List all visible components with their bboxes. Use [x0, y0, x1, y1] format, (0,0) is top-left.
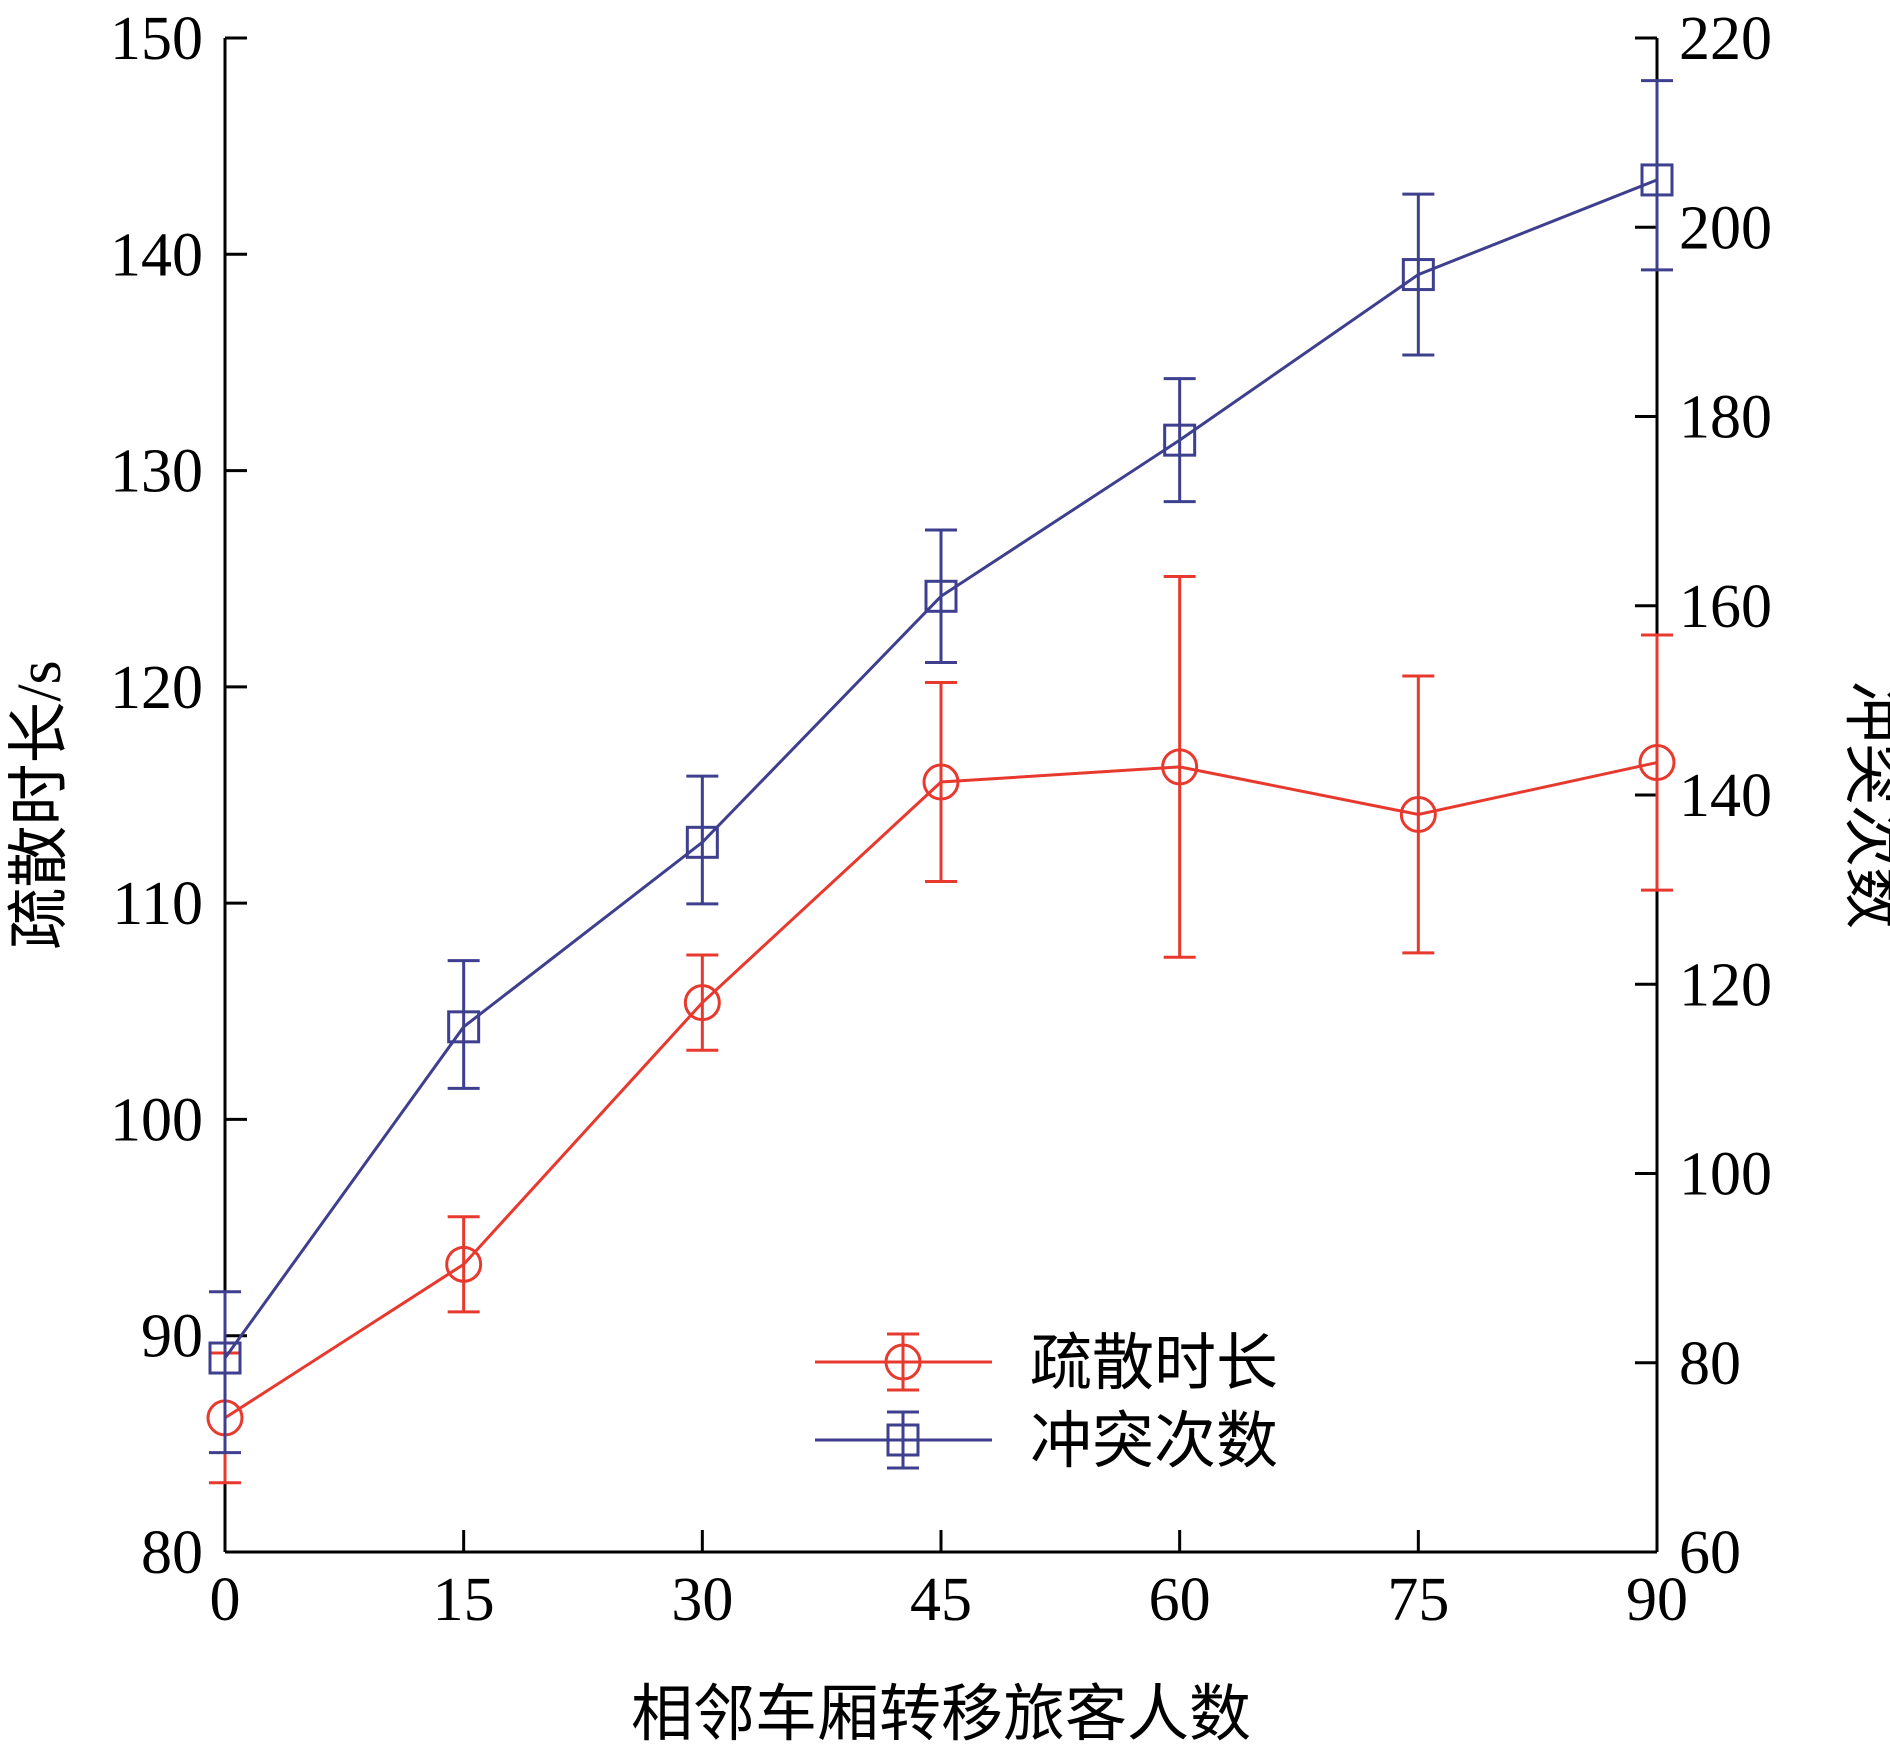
data-point: [1399, 795, 1437, 833]
data-point: [1163, 423, 1197, 457]
y-left-tick-label: 120: [110, 654, 203, 722]
y-right-tick-label: 220: [1679, 5, 1772, 73]
y-left-tick-label: 90: [141, 1303, 203, 1371]
data-point: [1401, 258, 1435, 292]
data-point: [683, 984, 721, 1022]
y-left-tick-label: 140: [110, 221, 203, 289]
y-left-tick-label: 150: [110, 5, 203, 73]
y-left-tick-label: 130: [110, 438, 203, 506]
data-point: [922, 763, 960, 801]
x-tick-label: 45: [910, 1566, 972, 1634]
x-tick-label: 60: [1149, 1566, 1211, 1634]
x-tick-label: 0: [210, 1566, 241, 1634]
y-right-tick-label: 100: [1679, 1141, 1772, 1209]
data-point: [1161, 748, 1199, 786]
axes: 0 15 30 45 60 75 90 80 90 100 110 120 130 140 150 60 80 1…: [110, 5, 1772, 1634]
data-point: [924, 579, 958, 613]
y-right-tick-label: 180: [1679, 384, 1772, 452]
x-axis-title: 相邻车厢转移旅客人数: [631, 1681, 1251, 1749]
x-tick-label: 90: [1626, 1566, 1688, 1634]
x-tick-label: 15: [433, 1566, 495, 1634]
series-1: [206, 575, 1676, 1485]
y-axis-left-title: 疏散时长/s: [6, 660, 74, 949]
data-point: [685, 825, 719, 859]
legend-marker: [884, 1343, 922, 1381]
data-point: [447, 1010, 481, 1044]
y-right-tick-label: 60: [1679, 1519, 1741, 1587]
legend-item-2: 冲突次数: [815, 1408, 1278, 1476]
y-right-tick-label: 80: [1679, 1330, 1741, 1398]
legend-label: 疏散时长: [1030, 1330, 1278, 1398]
series-2: [208, 79, 1674, 1455]
data-point: [208, 1341, 242, 1375]
x-tick-label: 30: [671, 1566, 733, 1634]
y-left-tick-label: 80: [141, 1519, 203, 1587]
data-point: [445, 1245, 483, 1283]
legend-item-1: 疏散时长: [815, 1330, 1278, 1398]
data-point: [1640, 163, 1674, 197]
legend-marker: [886, 1423, 920, 1457]
y-right-tick-label: 120: [1679, 951, 1772, 1019]
series-layer: [206, 79, 1676, 1485]
x-tick-label: 75: [1387, 1566, 1449, 1634]
y-left-tick-label: 100: [110, 1086, 203, 1154]
y-left-tick-label: 110: [112, 870, 203, 938]
y-axis-right-title: 冲突次数: [1838, 681, 1890, 929]
y-right-tick-label: 140: [1679, 762, 1772, 830]
legend-label: 冲突次数: [1030, 1408, 1278, 1476]
y-right-tick-label: 160: [1679, 573, 1772, 641]
y-right-tick-label: 200: [1679, 194, 1772, 262]
data-point: [1638, 744, 1676, 782]
